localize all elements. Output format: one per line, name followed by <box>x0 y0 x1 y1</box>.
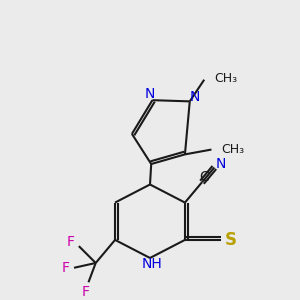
Text: N: N <box>189 90 200 104</box>
Text: N: N <box>215 157 226 171</box>
Text: CH₃: CH₃ <box>214 72 237 85</box>
Text: F: F <box>61 261 70 275</box>
Text: N: N <box>145 87 155 101</box>
Text: CH₃: CH₃ <box>221 143 244 156</box>
Text: NH: NH <box>142 257 163 271</box>
Text: F: F <box>66 236 74 250</box>
Text: F: F <box>82 285 90 299</box>
Text: C: C <box>200 170 209 184</box>
Text: S: S <box>225 231 237 249</box>
